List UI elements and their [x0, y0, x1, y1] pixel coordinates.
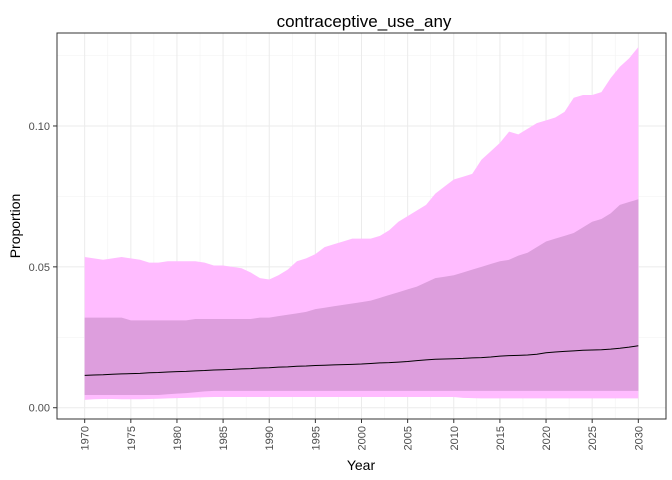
x-tick-label: 1990 [264, 426, 276, 450]
x-tick-label: 2025 [587, 426, 599, 450]
plot-panel [56, 32, 667, 420]
x-tick-label: 2010 [449, 426, 461, 450]
x-axis-ticks: 1970 1975 1980 1985 1990 1995 2000 2005 2010 2015… [80, 419, 645, 450]
x-tick-label: 1970 [80, 426, 92, 450]
x-tick-label: 1985 [218, 426, 230, 450]
x-tick-label: 1980 [172, 426, 184, 450]
x-tick-label: 2000 [357, 426, 369, 450]
y-axis-ticks: 0.00 0.05 0.10 [29, 121, 57, 415]
chart-title: contraceptive_use_any [277, 12, 452, 31]
y-axis-title: Proportion [7, 194, 23, 259]
x-tick-label: 2030 [633, 426, 645, 450]
y-tick-label: 0.05 [29, 262, 50, 274]
x-tick-label: 2015 [495, 426, 507, 450]
median-line [84, 345, 639, 376]
x-tick-label: 2005 [403, 426, 415, 450]
inner-interval-band [84, 199, 639, 396]
x-tick-label: 2020 [541, 426, 553, 450]
x-tick-label: 1975 [126, 426, 138, 450]
x-tick-label: 1995 [310, 426, 322, 450]
y-tick-label: 0.10 [29, 121, 50, 133]
y-tick-label: 0.00 [29, 403, 50, 415]
x-axis-title: Year [347, 457, 376, 473]
